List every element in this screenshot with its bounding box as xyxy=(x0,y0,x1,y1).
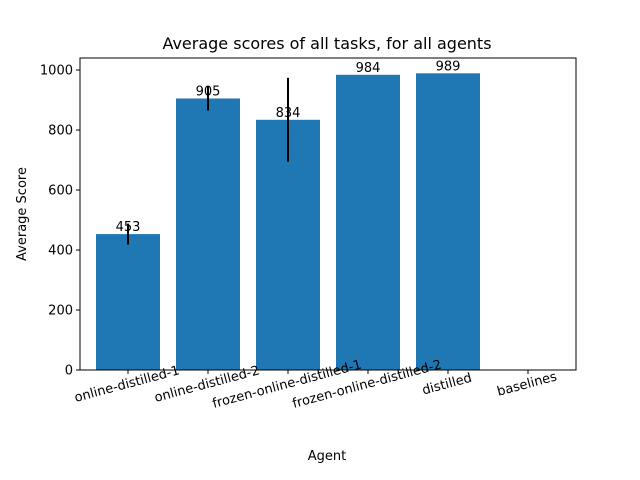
bar-online-distilled-2 xyxy=(176,99,240,371)
y-tick-label-200: 200 xyxy=(48,304,73,319)
y-axis-label: Average Score xyxy=(15,167,30,261)
y-tick-label-1000: 1000 xyxy=(40,64,73,79)
x-tick-label-baselines: baselines xyxy=(496,369,559,399)
chart-title: Average scores of all tasks, for all age… xyxy=(162,34,491,53)
y-axis: 0 200 400 600 800 1000 xyxy=(40,64,80,379)
y-tick-label-600: 600 xyxy=(48,184,73,199)
data-label-online-distilled-2: 905 xyxy=(196,85,221,100)
x-axis-label: Agent xyxy=(308,449,346,464)
data-label-frozen-online-distilled-2: 984 xyxy=(356,61,381,76)
y-tick-label-800: 800 xyxy=(48,124,73,139)
data-label-distilled: 989 xyxy=(436,59,461,74)
bar-frozen-online-distilled-2 xyxy=(336,75,400,370)
bar-distilled xyxy=(416,73,480,370)
data-label-online-distilled-1: 453 xyxy=(116,220,141,235)
data-label-frozen-online-distilled-1: 834 xyxy=(276,106,301,121)
bar-online-distilled-1 xyxy=(96,234,160,370)
y-tick-label-400: 400 xyxy=(48,244,73,259)
y-tick-label-0: 0 xyxy=(65,364,73,379)
